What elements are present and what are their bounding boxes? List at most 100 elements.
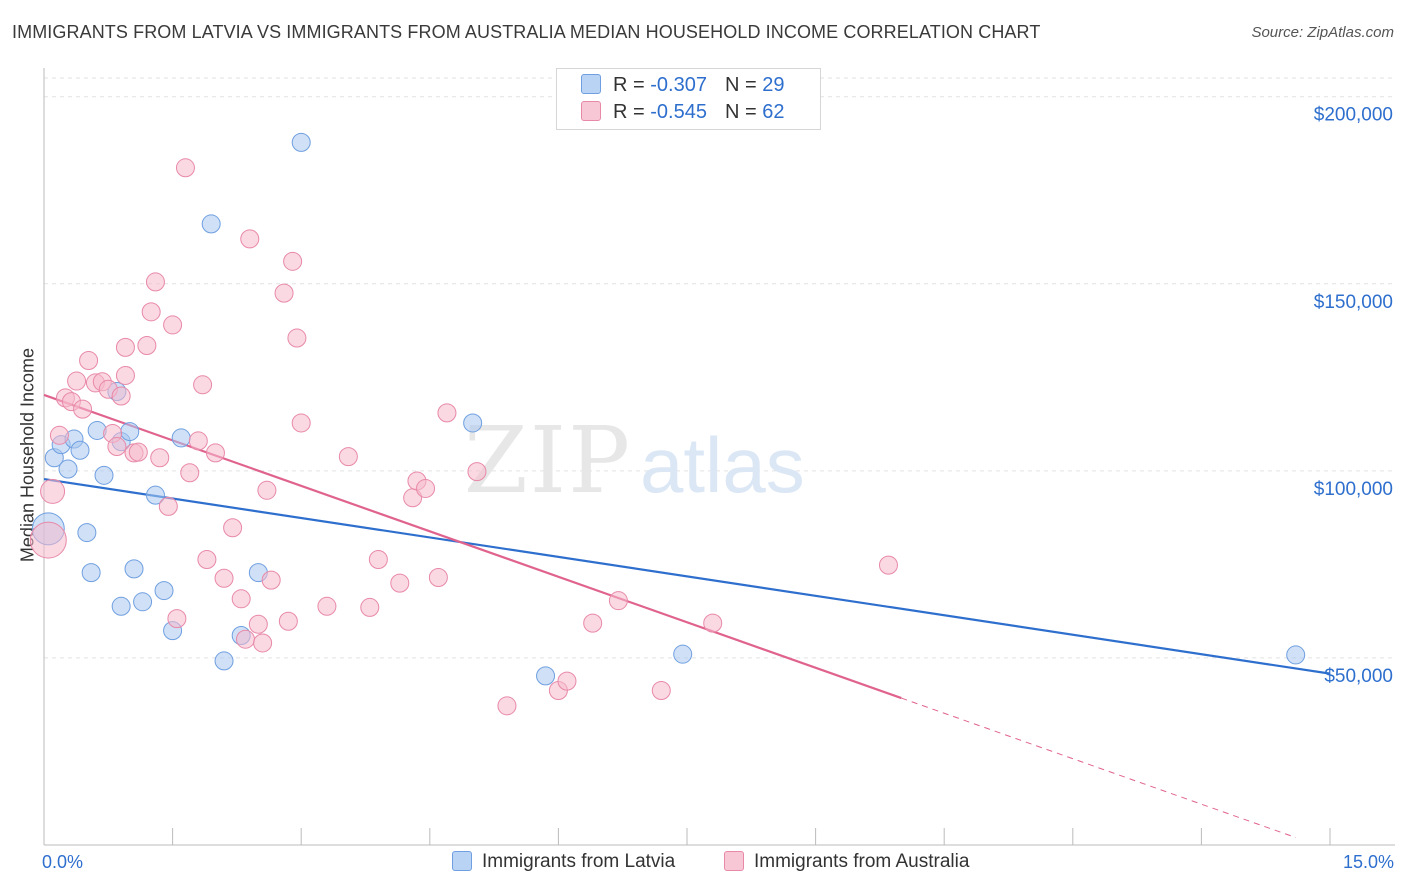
data-point [107,437,127,457]
y-tick-labels: $50,000 $100,000 $150,000 $200,000 [1314,105,1393,687]
data-point [467,462,487,482]
series-australia-points [29,158,898,716]
data-point [67,371,87,391]
data-point [235,629,255,649]
data-point [878,555,898,575]
legend-item-australia[interactable]: Immigrants from Australia [724,851,969,873]
legend: Immigrants from Latvia Immigrants from A… [0,851,1406,877]
data-point [257,480,277,500]
data-point [390,573,410,593]
y-tick-label: $150,000 [1314,292,1393,313]
trend-line-australia-extension [901,697,1296,838]
data-point [94,465,114,485]
legend-label-latvia: Immigrants from Latvia [482,851,676,872]
data-point [171,428,191,448]
data-point [133,592,153,612]
data-point [188,431,208,451]
watermark-atlas: atlas [640,421,805,509]
data-point [214,651,234,671]
data-point [145,272,165,292]
stats-row-latvia: R = -0.307 N = 29 [581,74,784,100]
data-point [360,597,380,617]
data-point [49,425,69,445]
stats-n-label: N = [724,101,763,123]
data-point [278,611,298,631]
stats-r-label: R = [613,74,651,96]
data-point [253,633,273,653]
data-point [77,523,97,543]
data-point [214,568,234,588]
chart-title: IMMIGRANTS FROM LATVIA VS IMMIGRANTS FRO… [12,22,1041,42]
data-point [248,614,268,634]
data-point [115,365,135,385]
data-point [120,422,140,442]
data-point [291,413,311,433]
data-point [193,375,213,395]
data-point [274,283,294,303]
trend-line-latvia [43,477,1331,675]
data-point [175,158,195,178]
data-point [651,680,671,700]
data-point [368,550,388,570]
data-point [240,229,260,249]
data-point [536,666,556,686]
data-point [115,337,135,357]
x-axis-max-label: 15.0% [1342,852,1394,872]
data-point [111,386,131,406]
data-point [287,328,307,348]
stats-row-australia: R = -0.545 N = 62 [581,101,784,127]
stats-r-value-latvia: -0.307 [650,74,707,96]
legend-swatch-latvia [452,851,472,871]
data-point [180,463,200,483]
data-point [79,350,99,370]
legend-label-australia: Immigrants from Australia [754,851,970,872]
data-point [137,336,157,356]
data-point [205,443,225,463]
data-point [673,644,693,664]
y-tick-label: $100,000 [1314,479,1393,500]
data-points [29,132,1306,716]
axes [43,68,1395,846]
data-point [201,214,221,234]
data-point [317,596,337,616]
data-point [70,440,90,460]
legend-item-latvia[interactable]: Immigrants from Latvia [452,851,675,873]
series-latvia-points [31,132,1306,686]
data-point [283,251,303,271]
data-point [463,413,483,433]
data-point [158,496,178,516]
data-point [428,567,448,587]
data-point [223,518,243,538]
data-point [81,563,101,583]
y-tick-label: $50,000 [1324,666,1393,687]
data-point [124,559,144,579]
data-point [703,613,723,633]
data-point [437,403,457,423]
gridlines [44,77,1395,659]
data-point [73,399,93,419]
data-point [231,589,251,609]
stats-n-value-australia: 62 [762,101,785,123]
data-point [416,478,436,498]
x-axis-min-label: 0.0% [42,852,84,872]
legend-swatch-australia [724,851,744,871]
data-point [338,447,358,467]
stats-swatch-australia [581,101,601,121]
data-point [167,609,187,629]
data-point [1286,645,1306,665]
data-point [150,448,170,468]
data-point [111,596,131,616]
data-point [128,442,148,462]
data-point [40,478,66,504]
source-credit: Source: ZipAtlas.com [1251,24,1394,41]
data-point [87,420,107,440]
data-point [291,132,311,152]
data-point [608,591,628,611]
data-point [261,570,281,590]
watermark-zip: ZIP [464,407,632,514]
stats-r-label: R = [613,101,651,123]
data-point [583,613,603,633]
data-point [145,485,165,505]
data-point [29,521,67,559]
data-point [141,302,161,322]
